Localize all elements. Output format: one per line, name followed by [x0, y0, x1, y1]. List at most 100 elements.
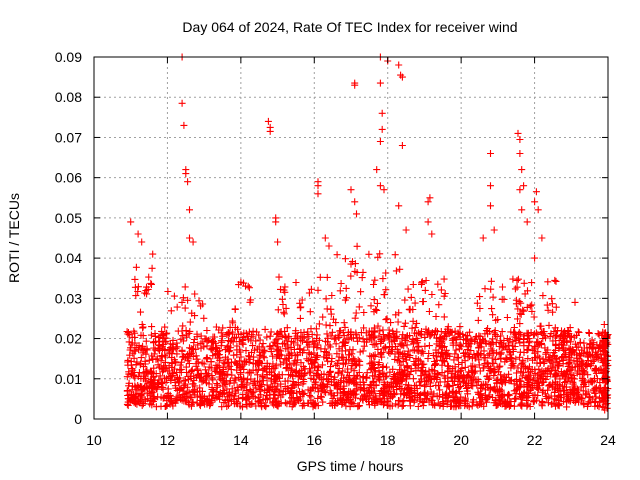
roti-point-bulk: [551, 333, 559, 341]
roti-point-bulk: [219, 332, 227, 340]
roti-point-bulk: [350, 391, 358, 399]
roti-point-bulk: [165, 373, 173, 381]
roti-point-bulk: [514, 305, 522, 313]
roti-point-bulk: [332, 340, 340, 348]
roti-point: [380, 186, 388, 194]
roti-point-bulk: [525, 368, 532, 376]
y-tick-label: 0.01: [55, 371, 82, 387]
roti-point-bulk: [524, 346, 532, 353]
roti-point-bulk: [296, 314, 304, 322]
roti-point-bulk: [263, 374, 271, 382]
roti-point-bulk: [225, 348, 233, 356]
roti-point: [237, 278, 245, 286]
roti-point-bulk: [164, 288, 172, 295]
roti-point-bulk: [518, 372, 526, 380]
roti-point-bulk: [418, 328, 425, 335]
roti-point-bulk: [316, 273, 324, 281]
roti-point-bulk: [596, 387, 604, 395]
roti-point-bulk: [308, 356, 316, 364]
roti-point-bulk: [130, 327, 138, 335]
roti-point-bulk: [175, 391, 183, 399]
roti-point-bulk: [552, 341, 560, 349]
roti-point-bulk: [456, 402, 464, 410]
roti-point-bulk: [478, 395, 486, 403]
roti-point-bulk: [226, 338, 234, 345]
roti-point-bulk: [188, 309, 196, 317]
roti-point-bulk: [297, 395, 304, 403]
roti-point-bulk: [206, 402, 214, 410]
roti-point-bulk: [267, 348, 275, 356]
roti-point-bulk: [173, 339, 181, 347]
roti-point-bulk: [356, 378, 364, 386]
roti-point-bulk: [262, 401, 270, 409]
roti-point-bulk: [477, 343, 485, 351]
roti-point-bulk: [193, 355, 201, 363]
roti-point-bulk: [379, 275, 387, 283]
roti-point-bulk: [171, 376, 179, 384]
roti-point: [376, 79, 384, 87]
roti-point-bulk: [412, 367, 420, 375]
roti-point-bulk: [433, 375, 441, 383]
roti-point-bulk: [214, 392, 222, 400]
roti-point-bulk: [496, 387, 504, 395]
roti-point-bulk: [469, 375, 477, 383]
roti-point-bulk: [256, 385, 264, 393]
roti-point-bulk: [284, 345, 292, 353]
roti-point-bulk: [599, 388, 607, 396]
roti-point-bulk: [256, 336, 264, 344]
roti-point-bulk: [456, 333, 464, 341]
roti-point-bulk: [293, 334, 301, 342]
roti-point-bulk: [444, 368, 452, 376]
roti-point-bulk: [512, 337, 520, 345]
roti-point-bulk: [363, 369, 371, 377]
roti-point-bulk: [429, 351, 437, 359]
roti-point-bulk: [505, 377, 513, 385]
roti-point-bulk: [150, 339, 157, 347]
roti-point-bulk: [360, 309, 368, 316]
roti-point-bulk: [238, 381, 246, 389]
roti-point-bulk: [134, 283, 142, 291]
roti-point-bulk: [329, 395, 337, 402]
roti-point-bulk: [317, 345, 325, 353]
roti-point-bulk: [589, 345, 597, 353]
roti-point-bulk: [299, 380, 307, 388]
roti-point-bulk: [464, 353, 472, 361]
roti-point-bulk: [465, 368, 473, 376]
roti-point-bulk: [351, 314, 359, 322]
roti-point-bulk: [306, 357, 314, 365]
roti-point-bulk: [415, 342, 423, 350]
roti-point-bulk: [444, 350, 452, 358]
roti-point-bulk: [506, 398, 514, 405]
roti-point-bulk: [190, 339, 198, 347]
roti-point-bulk: [519, 356, 527, 364]
roti-point-bulk: [337, 280, 345, 287]
roti-point-bulk: [233, 351, 241, 359]
roti-point-bulk: [193, 399, 201, 407]
roti-point-bulk: [590, 339, 598, 347]
roti-point-bulk: [395, 309, 403, 317]
roti-point-bulk: [587, 362, 595, 370]
roti-point-bulk: [517, 330, 525, 338]
roti-point-bulk: [157, 357, 165, 365]
roti-point-bulk: [314, 385, 322, 393]
roti-point-bulk: [551, 373, 559, 381]
roti-point-bulk: [287, 349, 295, 357]
roti-point-bulk: [461, 363, 469, 371]
roti-point-bulk: [567, 338, 575, 346]
roti-point-bulk: [515, 298, 523, 306]
roti-point-bulk: [452, 346, 460, 354]
roti-point-bulk: [300, 371, 308, 379]
roti-point-bulk: [392, 267, 400, 275]
roti-point-bulk: [341, 338, 349, 346]
roti-point-bulk: [493, 363, 501, 371]
roti-point-bulk: [238, 362, 246, 370]
roti-point-bulk: [466, 328, 474, 336]
roti-point-bulk: [489, 293, 497, 301]
roti-point-bulk: [580, 379, 588, 387]
roti-point-bulk: [483, 373, 491, 381]
roti-point-bulk: [357, 288, 365, 296]
roti-point-bulk: [437, 286, 445, 294]
roti-point: [264, 117, 272, 125]
roti-point-bulk: [273, 401, 281, 409]
roti-point-bulk: [338, 353, 346, 361]
